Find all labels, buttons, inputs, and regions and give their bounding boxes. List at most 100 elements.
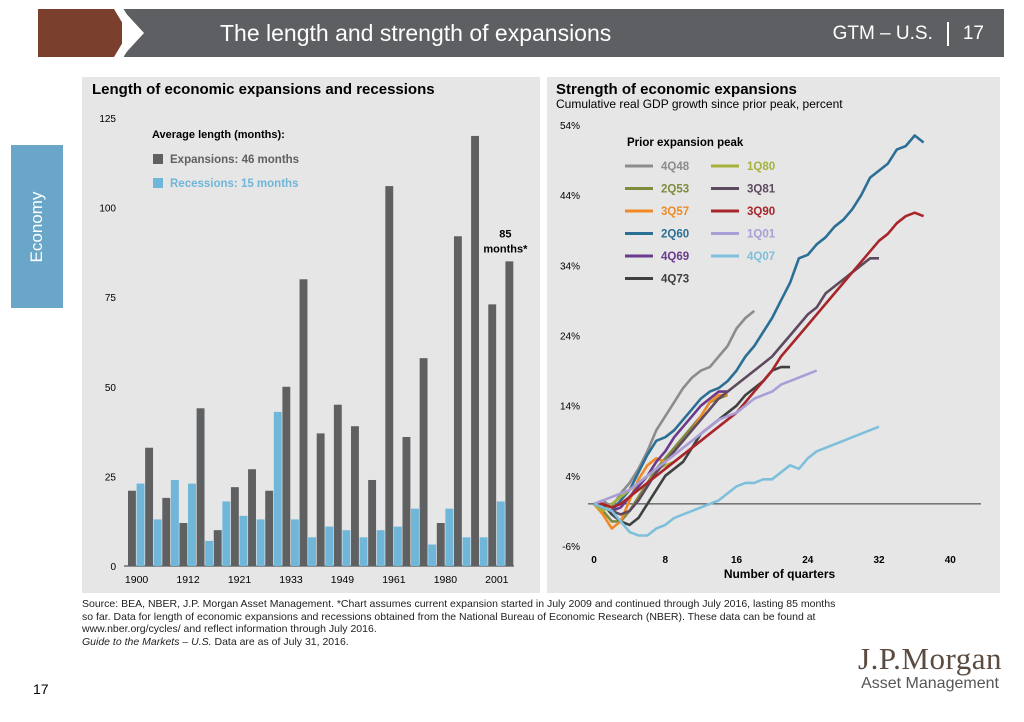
- recession-bar: [308, 537, 316, 566]
- y-tick-label: 14%: [560, 402, 580, 413]
- y-tick-label: 4%: [566, 472, 581, 483]
- expansion-bar: [420, 358, 428, 566]
- logo-line2: Asset Management: [858, 675, 1002, 693]
- header-right: GTM – U.S. 17: [833, 22, 984, 46]
- header-tag: GTM – U.S.: [833, 23, 933, 44]
- recession-bar: [497, 501, 505, 566]
- header-bar: The length and strength of expansions GT…: [122, 9, 1004, 57]
- legend-label: 4Q73: [661, 274, 689, 286]
- expansion-bar: [488, 304, 496, 566]
- x-tick-label: 40: [945, 555, 957, 566]
- x-tick-label: 32: [873, 555, 885, 566]
- legend-swatch: [153, 178, 163, 188]
- guide-title: Guide to the Markets – U.S.: [82, 636, 212, 648]
- x-axis-label: Number of quarters: [724, 567, 836, 581]
- line-chart-title: Strength of economic expansions: [556, 81, 797, 98]
- recession-bar: [257, 519, 265, 566]
- expansion-bar: [179, 523, 187, 566]
- expansion-bar: [214, 530, 222, 566]
- y-tick-label: 125: [99, 114, 116, 125]
- expansion-bar: [248, 469, 256, 566]
- y-tick-label: 75: [105, 293, 117, 304]
- series-line-4Q69: [594, 392, 728, 511]
- expansion-bar: [282, 387, 290, 566]
- x-tick-label: 1921: [228, 574, 252, 586]
- expansion-bar: [437, 523, 445, 566]
- recession-bar: [205, 541, 213, 566]
- legend-label: 1Q80: [747, 161, 775, 173]
- expansion-bar: [454, 236, 462, 566]
- expansion-bar: [351, 426, 359, 566]
- slide-header: The length and strength of expansions GT…: [38, 9, 1004, 57]
- legend-label: 1Q01: [747, 229, 776, 241]
- annotation-line1: 85: [499, 228, 511, 240]
- header-accent-block: [38, 9, 122, 57]
- x-tick-label: 0: [591, 555, 597, 566]
- y-tick-label: 50: [105, 383, 117, 394]
- y-tick-label: 34%: [560, 261, 580, 272]
- recession-bar: [240, 516, 248, 566]
- expansion-bar: [300, 279, 308, 566]
- source-text: Source: BEA, NBER, J.P. Morgan Asset Man…: [82, 598, 842, 636]
- page-title: The length and strength of expansions: [220, 20, 611, 47]
- recession-bar: [360, 537, 368, 566]
- header-divider: [947, 22, 949, 46]
- x-tick-label: 1961: [382, 574, 406, 586]
- annotation-line2: months*: [483, 243, 528, 255]
- page-number: 17: [33, 681, 49, 697]
- recession-bar: [274, 412, 282, 566]
- right-chart-panel: Strength of economic expansions Cumulativ…: [547, 77, 1000, 593]
- y-tick-label: 100: [99, 204, 116, 215]
- recession-bar: [171, 480, 179, 566]
- recession-bar: [291, 519, 299, 566]
- recession-bar: [445, 509, 453, 566]
- x-tick-label: 1949: [331, 574, 355, 586]
- bar-chart-title: Length of economic expansions and recess…: [92, 81, 435, 98]
- y-tick-label: -6%: [562, 542, 580, 553]
- expansion-bar: [385, 186, 393, 566]
- y-tick-label: 44%: [560, 191, 580, 202]
- legend-label: 3Q57: [661, 206, 689, 218]
- recession-bar: [154, 519, 162, 566]
- expansion-bar: [471, 136, 479, 566]
- recession-bar: [428, 544, 436, 566]
- x-tick-label: 16: [731, 555, 743, 566]
- logo-line1: J.P.Morgan: [858, 641, 1002, 677]
- y-tick-label: 0: [110, 562, 116, 573]
- expansion-bar: [317, 433, 325, 566]
- recession-bar: [394, 527, 402, 566]
- guide-date: Data are as of July 31, 2016.: [212, 636, 349, 648]
- recession-bar: [342, 530, 350, 566]
- bar-chart: Length of economic expansions and recess…: [82, 77, 540, 593]
- legend-title: Average length (months):: [152, 129, 285, 141]
- x-tick-label: 2001: [485, 574, 509, 586]
- expansion-bar: [402, 437, 410, 566]
- left-chart-panel: Length of economic expansions and recess…: [82, 77, 540, 593]
- jpmorgan-logo: J.P.Morgan Asset Management: [858, 641, 1002, 693]
- line-chart-subtitle: Cumulative real GDP growth since prior p…: [556, 97, 843, 111]
- legend-swatch: [153, 154, 163, 164]
- expansion-bar: [128, 491, 136, 566]
- legend-label: Expansions: 46 months: [170, 154, 299, 166]
- expansion-bar: [265, 491, 273, 566]
- recession-bar: [463, 537, 471, 566]
- expansion-bar: [162, 498, 170, 566]
- guide-note: Guide to the Markets – U.S. Data are as …: [82, 636, 842, 649]
- section-tab-economy[interactable]: Economy: [11, 145, 63, 308]
- expansion-bar: [334, 405, 342, 566]
- section-tab-label: Economy: [27, 191, 47, 262]
- legend-title: Prior expansion peak: [627, 137, 744, 149]
- legend-label: 4Q07: [747, 251, 775, 263]
- recession-bar: [188, 484, 196, 566]
- legend-label: 3Q90: [747, 206, 775, 218]
- x-tick-label: 1912: [176, 574, 200, 586]
- recession-bar: [411, 509, 419, 566]
- legend-label: 4Q69: [661, 251, 689, 263]
- legend-label: 2Q53: [661, 184, 689, 196]
- recession-bar: [325, 527, 333, 566]
- header-page: 17: [963, 23, 984, 44]
- x-tick-label: 24: [802, 555, 814, 566]
- x-tick-label: 1980: [434, 574, 458, 586]
- x-tick-label: 1933: [279, 574, 303, 586]
- expansion-bar: [368, 480, 376, 566]
